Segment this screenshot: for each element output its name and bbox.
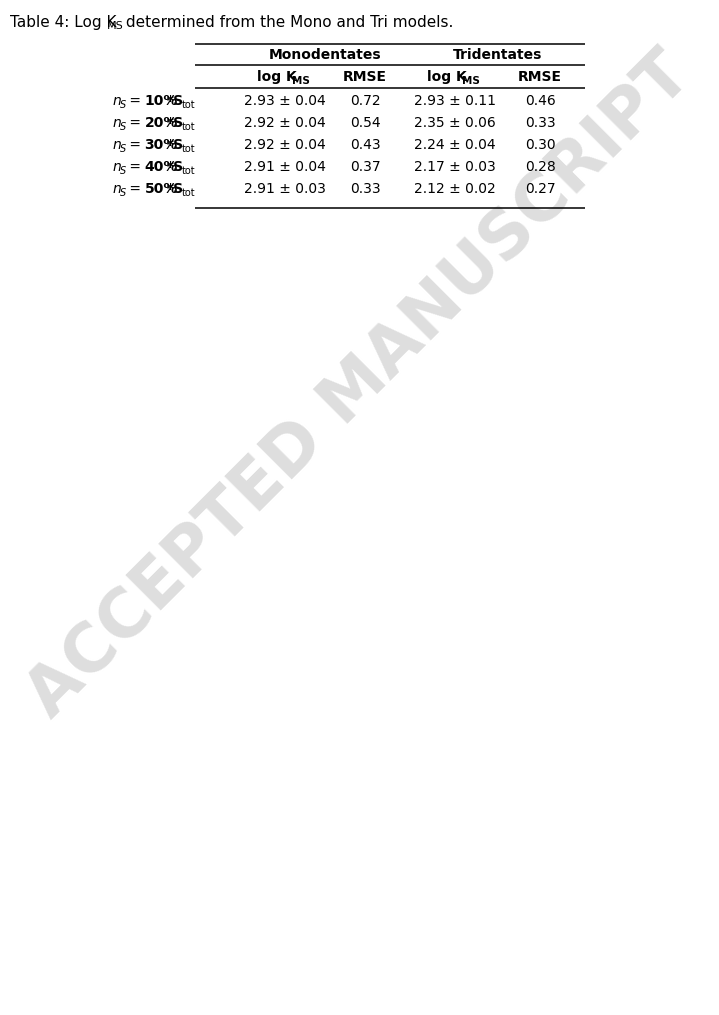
- Text: 20%: 20%: [145, 116, 178, 130]
- Text: MS: MS: [462, 76, 480, 86]
- Text: tot: tot: [182, 143, 196, 153]
- Text: 0.43: 0.43: [349, 138, 380, 152]
- Text: =: =: [126, 182, 146, 196]
- Text: 0.72: 0.72: [349, 94, 380, 108]
- Text: 2.91 ± 0.04: 2.91 ± 0.04: [244, 160, 326, 174]
- Text: 0.28: 0.28: [525, 160, 555, 174]
- Text: log K: log K: [427, 70, 467, 84]
- Text: *S: *S: [167, 138, 184, 152]
- Text: *S: *S: [167, 160, 184, 174]
- Text: =: =: [126, 160, 146, 174]
- Text: 2.92 ± 0.04: 2.92 ± 0.04: [244, 138, 326, 152]
- Text: MS: MS: [107, 20, 124, 30]
- Text: ACCEPTED MANUSCRIPT: ACCEPTED MANUSCRIPT: [15, 41, 704, 731]
- Text: 0.30: 0.30: [525, 138, 555, 152]
- Text: =: =: [126, 94, 146, 108]
- Text: n: n: [113, 138, 122, 152]
- Text: n: n: [113, 116, 122, 130]
- Text: *S: *S: [167, 182, 184, 196]
- Text: tot: tot: [182, 99, 196, 110]
- Text: S: S: [119, 99, 126, 110]
- Text: determined from the Mono and Tri models.: determined from the Mono and Tri models.: [121, 14, 454, 29]
- Text: MS: MS: [292, 76, 310, 86]
- Text: tot: tot: [182, 188, 196, 198]
- Text: tot: tot: [182, 165, 196, 176]
- Text: 0.54: 0.54: [349, 116, 380, 130]
- Text: 10%: 10%: [145, 94, 178, 108]
- Text: Monodentates: Monodentates: [269, 48, 381, 62]
- Text: =: =: [126, 116, 146, 130]
- Text: tot: tot: [182, 122, 196, 132]
- Text: RMSE: RMSE: [343, 70, 387, 84]
- Text: 0.27: 0.27: [525, 182, 555, 196]
- Text: log K: log K: [257, 70, 297, 84]
- Text: 0.33: 0.33: [349, 182, 380, 196]
- Text: 2.93 ± 0.11: 2.93 ± 0.11: [414, 94, 496, 108]
- Text: =: =: [126, 138, 146, 152]
- Text: 0.33: 0.33: [525, 116, 555, 130]
- Text: n: n: [113, 182, 122, 196]
- Text: *S: *S: [167, 116, 184, 130]
- Text: RMSE: RMSE: [518, 70, 562, 84]
- Text: 2.93 ± 0.04: 2.93 ± 0.04: [244, 94, 326, 108]
- Text: S: S: [119, 188, 126, 198]
- Text: S: S: [119, 122, 126, 132]
- Text: 40%: 40%: [145, 160, 178, 174]
- Text: n: n: [113, 160, 122, 174]
- Text: 2.92 ± 0.04: 2.92 ± 0.04: [244, 116, 326, 130]
- Text: 50%: 50%: [145, 182, 178, 196]
- Text: 2.91 ± 0.03: 2.91 ± 0.03: [244, 182, 326, 196]
- Text: *S: *S: [167, 94, 184, 108]
- Text: Table 4: Log K: Table 4: Log K: [10, 14, 116, 29]
- Text: 30%: 30%: [145, 138, 178, 152]
- Text: 2.24 ± 0.04: 2.24 ± 0.04: [414, 138, 496, 152]
- Text: Tridentates: Tridentates: [453, 48, 542, 62]
- Text: 2.35 ± 0.06: 2.35 ± 0.06: [414, 116, 496, 130]
- Text: 0.37: 0.37: [349, 160, 380, 174]
- Text: 0.46: 0.46: [525, 94, 555, 108]
- Text: S: S: [119, 165, 126, 176]
- Text: 2.12 ± 0.02: 2.12 ± 0.02: [414, 182, 496, 196]
- Text: n: n: [113, 94, 122, 108]
- Text: S: S: [119, 143, 126, 153]
- Text: 2.17 ± 0.03: 2.17 ± 0.03: [414, 160, 496, 174]
